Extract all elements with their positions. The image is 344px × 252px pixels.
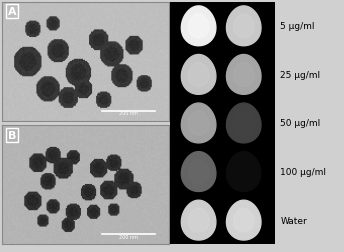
Text: 25 μg/ml: 25 μg/ml (280, 71, 321, 80)
Text: 200 nm: 200 nm (119, 234, 138, 239)
Polygon shape (188, 208, 209, 232)
Text: B: B (240, 0, 248, 1)
Polygon shape (226, 104, 261, 143)
Polygon shape (181, 200, 216, 240)
Text: A: A (195, 0, 202, 1)
Polygon shape (188, 112, 209, 135)
Polygon shape (226, 200, 261, 240)
Text: A: A (8, 7, 16, 17)
Polygon shape (233, 112, 254, 135)
Text: Concentration: Concentration (280, 0, 340, 1)
Polygon shape (181, 104, 216, 143)
Polygon shape (181, 55, 216, 95)
Text: 200 nm: 200 nm (119, 111, 138, 116)
Polygon shape (233, 63, 254, 87)
Polygon shape (188, 63, 209, 87)
Polygon shape (181, 152, 216, 192)
Text: 100 μg/ml: 100 μg/ml (280, 167, 326, 176)
Polygon shape (226, 55, 261, 95)
Text: 50 μg/ml: 50 μg/ml (280, 119, 321, 128)
Polygon shape (226, 152, 261, 192)
Polygon shape (226, 7, 261, 47)
Polygon shape (188, 160, 209, 184)
Text: 5 μg/ml: 5 μg/ml (280, 22, 315, 31)
Text: Water: Water (280, 216, 307, 225)
Polygon shape (181, 7, 216, 47)
Polygon shape (233, 15, 254, 39)
Polygon shape (233, 160, 254, 184)
Polygon shape (188, 15, 209, 39)
Text: B: B (8, 130, 16, 140)
Polygon shape (233, 208, 254, 232)
